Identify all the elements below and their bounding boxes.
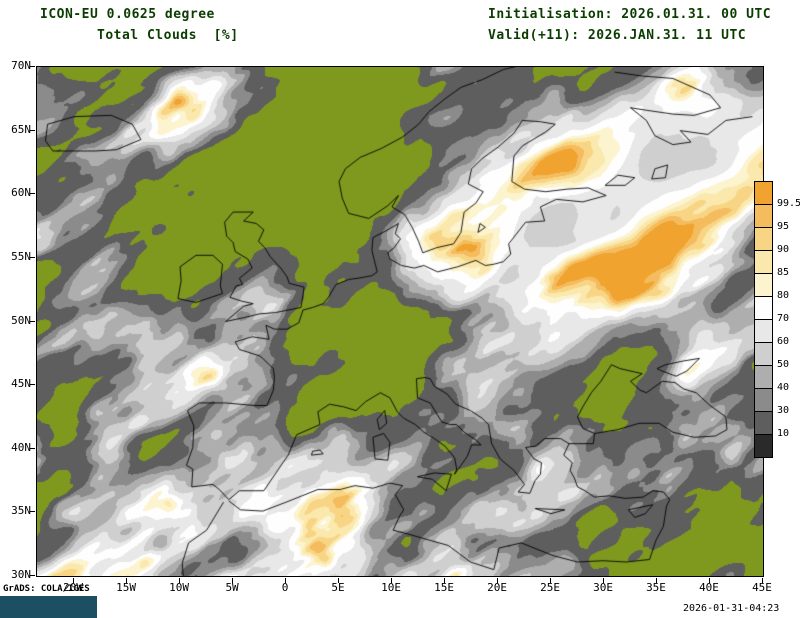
lon-tick-label: 25E xyxy=(540,581,560,594)
colorbar-segment xyxy=(754,273,773,297)
lon-tick-mark xyxy=(550,578,552,583)
lon-tick-label: 20W xyxy=(63,581,84,594)
lat-tick-label: 70N xyxy=(11,59,31,72)
initialisation-time: Initialisation: 2026.01.31. 00 UTC xyxy=(488,7,772,22)
lon-tick-mark xyxy=(391,578,393,583)
colorbar-level-label: 40 xyxy=(777,382,790,393)
colorbar-segment xyxy=(754,342,773,366)
lon-tick-label: 5E xyxy=(331,581,345,594)
lon-tick-mark xyxy=(338,578,340,583)
colorbar-segment xyxy=(754,411,773,435)
lat-tick-mark xyxy=(30,320,35,322)
colorbar-level-label: 70 xyxy=(777,313,790,324)
lat-tick-label: 50N xyxy=(11,313,31,327)
lon-tick-mark xyxy=(656,578,657,583)
lon-tick-mark xyxy=(232,578,234,583)
colorbar-segment xyxy=(754,388,773,412)
colorbar-segment xyxy=(754,204,773,228)
logo-box xyxy=(0,596,97,618)
lon-tick-label: 35E xyxy=(646,581,666,594)
lon-tick-mark xyxy=(285,578,287,583)
lat-tick-mark xyxy=(30,193,35,195)
lat-tick-mark xyxy=(30,447,35,449)
colorbar-level-label: 99.5 xyxy=(777,198,800,209)
lon-tick-mark xyxy=(179,578,181,583)
lon-tick-label: 15W xyxy=(116,581,137,594)
lat-tick-mark xyxy=(30,129,35,131)
colorbar-level-label: 95 xyxy=(777,221,790,232)
lon-tick-label: 30E xyxy=(593,581,613,594)
colorbar-segment xyxy=(754,434,773,458)
grads-credit: GrADS: COLA/IGES xyxy=(3,584,90,594)
colorbar-segment xyxy=(754,250,773,274)
valid-time: Valid(+11): 2026.JAN.31. 11 UTC xyxy=(488,28,747,43)
variable-title: Total Clouds [%] xyxy=(97,28,239,43)
lat-tick-mark xyxy=(30,384,35,386)
lon-tick-label: 20E xyxy=(487,581,507,594)
lat-tick-label: 30N xyxy=(11,568,31,581)
cloud-map-canvas xyxy=(37,67,763,576)
lat-tick-mark xyxy=(30,575,35,576)
colorbar-level-label: 85 xyxy=(777,267,790,278)
colorbar-segment xyxy=(754,181,773,205)
lon-tick-mark xyxy=(444,578,446,583)
lat-tick-label: 45N xyxy=(11,377,31,391)
lat-tick-mark xyxy=(30,66,35,67)
lon-tick-label: 10W xyxy=(169,581,190,594)
lon-tick-mark xyxy=(709,578,710,583)
colorbar-level-label: 30 xyxy=(777,405,790,416)
lon-tick-label: 45E xyxy=(752,581,772,594)
lat-tick-label: 35N xyxy=(11,504,31,518)
creation-timestamp: 2026-01-31-04:23 xyxy=(683,603,780,614)
colorbar-level-label: 60 xyxy=(777,336,790,347)
lon-tick-mark xyxy=(73,578,75,583)
colorbar-level-label: 90 xyxy=(777,244,790,255)
lon-tick-label: 40E xyxy=(699,581,719,594)
colorbar-level-label: 80 xyxy=(777,290,790,301)
lon-tick-mark xyxy=(762,578,763,583)
lat-tick-label: 65N xyxy=(11,122,31,136)
lon-tick-mark xyxy=(497,578,499,583)
lon-tick-label: 5W xyxy=(225,581,239,594)
lat-tick-label: 55N xyxy=(11,249,31,263)
lat-tick-label: 40N xyxy=(11,440,31,454)
colorbar-level-label: 50 xyxy=(777,359,790,370)
map-frame xyxy=(36,66,764,577)
lat-tick-label: 60N xyxy=(11,186,31,200)
lon-tick-mark xyxy=(603,578,605,583)
lat-tick-mark xyxy=(30,256,35,258)
colorbar-segment xyxy=(754,319,773,343)
lon-tick-label: 0 xyxy=(281,581,289,594)
colorbar-segment xyxy=(754,227,773,251)
lon-tick-label: 15E xyxy=(434,581,454,594)
lat-tick-mark xyxy=(30,511,35,513)
lon-tick-mark xyxy=(126,578,128,583)
colorbar-segment xyxy=(754,365,773,389)
colorbar-level-label: 10 xyxy=(777,428,790,439)
model-title: ICON-EU 0.0625 degree xyxy=(40,7,215,22)
colorbar-segment xyxy=(754,296,773,320)
lon-tick-label: 10E xyxy=(381,581,401,594)
